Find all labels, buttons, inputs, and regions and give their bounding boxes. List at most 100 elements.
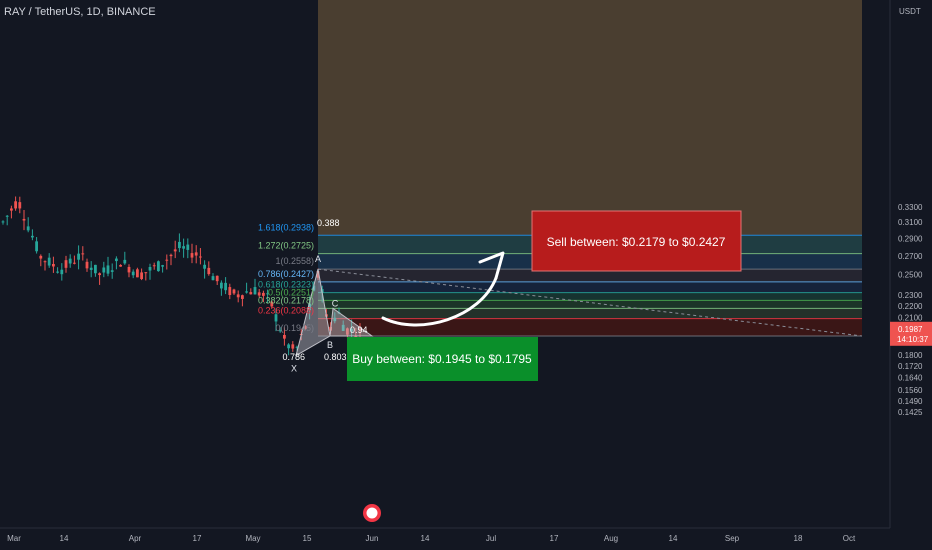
candle-body xyxy=(47,257,51,266)
candle-body xyxy=(152,265,156,267)
candle-body xyxy=(10,208,13,211)
price-tick-label: 0.2700 xyxy=(898,252,923,261)
candle-body xyxy=(211,276,215,281)
candle-body xyxy=(98,273,101,276)
fib-band xyxy=(318,308,862,319)
fib-level-label: 1.272(0.2725) xyxy=(258,241,314,251)
candle-body xyxy=(186,244,190,250)
price-tick-label: 0.1800 xyxy=(898,351,923,360)
candle-body xyxy=(283,334,286,339)
candle-body xyxy=(253,287,257,295)
candle-body xyxy=(287,344,290,349)
fib-level-label: 0.236(0.2088) xyxy=(258,306,314,316)
candle-body xyxy=(52,264,55,267)
candle-body xyxy=(178,241,181,249)
candle-body xyxy=(144,272,148,274)
candle-body xyxy=(249,292,253,295)
fib-level-label: 0(0.1945) xyxy=(275,323,314,333)
candle-body xyxy=(308,303,311,311)
price-tick-label: 0.1640 xyxy=(898,374,923,383)
candle-body xyxy=(245,291,248,293)
candle-body xyxy=(35,241,38,252)
fib-level-label: 1(0.2558) xyxy=(275,256,314,266)
candle-body xyxy=(190,253,194,258)
fib-level-label: 0.618(0.2323) xyxy=(258,280,314,290)
pattern-ratio-label: 0.388 xyxy=(317,218,340,228)
candle-body xyxy=(350,328,353,332)
candle-body xyxy=(228,287,232,296)
candle-body xyxy=(291,344,295,349)
candle-body xyxy=(333,317,337,322)
price-tick-label: 0.3100 xyxy=(898,218,923,227)
projection-arrow xyxy=(381,276,498,327)
candle-body xyxy=(123,259,127,264)
fib-band xyxy=(318,292,862,301)
price-tick-label: 0.3300 xyxy=(898,203,923,212)
time-tick-label: 15 xyxy=(303,534,312,543)
candle-body xyxy=(18,202,22,209)
candle-body xyxy=(89,267,93,270)
time-tick-label: Sep xyxy=(725,534,740,543)
trend-line xyxy=(317,268,863,337)
candle-body xyxy=(1,221,5,223)
candle-body xyxy=(270,301,274,307)
time-axis-panel xyxy=(0,528,932,550)
sell-zone-text: Sell between: $0.2179 to $0.2427 xyxy=(547,235,726,249)
fib-level-label: 1.618(0.2938) xyxy=(258,222,314,232)
candle-body xyxy=(22,218,26,221)
pattern-point-label: A xyxy=(315,254,321,264)
candle-body xyxy=(220,282,223,289)
price-tick-label: 0.1490 xyxy=(898,397,923,406)
candle-body xyxy=(257,292,261,296)
candle-body xyxy=(262,292,265,296)
fib-band xyxy=(318,269,862,282)
candle-body xyxy=(169,254,173,257)
candle-body xyxy=(278,330,282,332)
time-tick-label: 14 xyxy=(669,534,678,543)
price-axis-panel xyxy=(890,0,932,550)
candle-body xyxy=(236,294,240,298)
candle-body xyxy=(241,295,244,299)
candle-body xyxy=(358,328,362,330)
candle-body xyxy=(127,266,131,273)
candle-body xyxy=(341,324,345,331)
pattern-ratio-label: 0.94 xyxy=(350,325,368,335)
candle-body xyxy=(110,270,114,272)
candle-body xyxy=(115,258,118,262)
candle-body xyxy=(354,335,358,338)
candle-body xyxy=(56,271,59,273)
pattern-point-label: C xyxy=(332,298,339,308)
time-tick-label: 14 xyxy=(60,534,69,543)
candle-body xyxy=(77,253,80,260)
candle-body xyxy=(39,255,43,259)
price-tick-label: 0.1560 xyxy=(898,386,923,395)
candle-body xyxy=(81,253,85,255)
pattern-ratio-label: 0.803 xyxy=(324,352,347,362)
price-tick-label: 0.1425 xyxy=(898,408,923,417)
pattern-triangle-bcd xyxy=(329,307,374,337)
pattern-triangle-xab xyxy=(295,268,331,357)
symbol-title: RAY / TetherUS, 1D, BINANCE xyxy=(4,6,156,18)
pattern-point-label: B xyxy=(327,340,333,350)
candle-body xyxy=(106,265,110,274)
candle-body xyxy=(68,258,72,264)
price-tick-label: 0.2500 xyxy=(898,271,923,280)
fib-band xyxy=(318,281,862,293)
candle-body xyxy=(60,269,64,275)
candle-body xyxy=(295,346,299,348)
time-tick-label: Oct xyxy=(843,534,856,543)
pattern-point-label: X xyxy=(291,364,297,374)
price-tick-label: 0.1720 xyxy=(898,362,923,371)
candle-body xyxy=(182,246,185,249)
candle-body xyxy=(224,282,227,291)
candle-body xyxy=(203,264,206,269)
candle-body xyxy=(64,260,68,268)
candle-body xyxy=(266,293,269,295)
candle-body xyxy=(43,261,47,263)
candle-body xyxy=(136,269,139,278)
candle-body xyxy=(102,267,106,273)
candle-body xyxy=(31,235,34,238)
countdown-label: 14:10:37 xyxy=(897,335,929,344)
